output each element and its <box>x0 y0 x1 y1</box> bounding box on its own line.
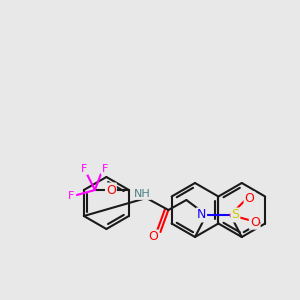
Text: O: O <box>106 184 116 196</box>
Text: N: N <box>197 208 206 221</box>
Text: O: O <box>148 230 158 244</box>
Text: O: O <box>244 192 254 206</box>
Text: F: F <box>81 164 87 174</box>
Text: S: S <box>231 208 239 221</box>
Text: NH: NH <box>134 189 151 199</box>
Text: F: F <box>68 191 74 201</box>
Text: O: O <box>250 216 260 229</box>
Text: F: F <box>102 164 108 174</box>
